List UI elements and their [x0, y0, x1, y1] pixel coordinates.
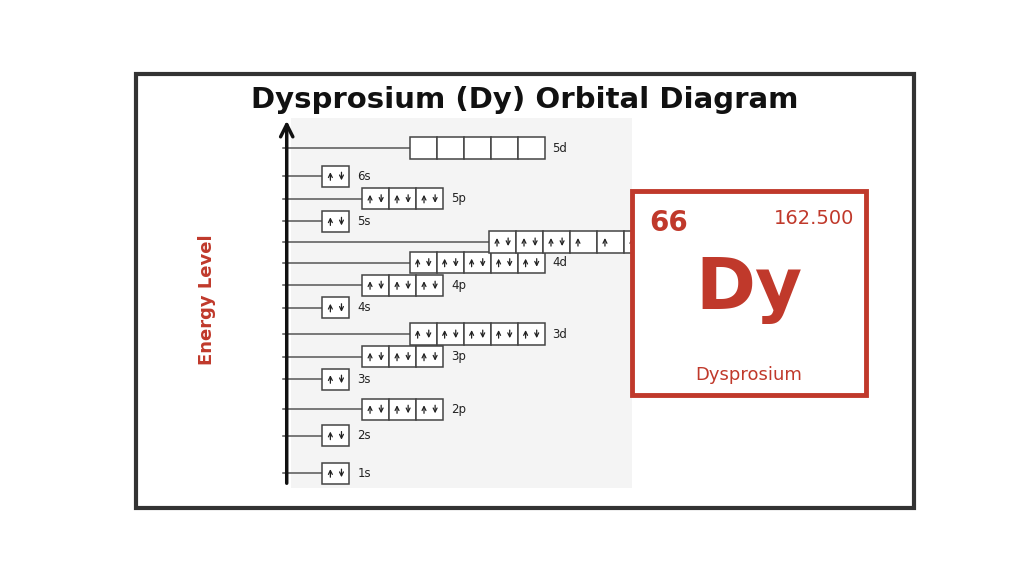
Bar — [518, 138, 545, 159]
Bar — [291, 118, 632, 488]
Bar — [490, 252, 518, 274]
Text: Dysprosium: Dysprosium — [695, 366, 803, 384]
Bar — [516, 232, 543, 253]
Text: 5s: 5s — [357, 215, 371, 228]
Bar — [464, 138, 490, 159]
Bar — [323, 425, 349, 446]
Text: 3p: 3p — [451, 350, 466, 363]
Bar — [624, 232, 651, 253]
Bar — [416, 399, 443, 420]
Text: 2s: 2s — [357, 429, 371, 442]
Bar — [416, 275, 443, 296]
Bar — [410, 252, 436, 274]
Bar — [362, 275, 389, 296]
Text: 4s: 4s — [357, 301, 371, 314]
Text: Energy Level: Energy Level — [199, 234, 216, 365]
Bar — [490, 138, 518, 159]
Bar — [436, 324, 464, 345]
Bar — [389, 346, 416, 367]
Bar — [436, 138, 464, 159]
Bar — [464, 324, 490, 345]
Bar — [389, 399, 416, 420]
Bar — [323, 297, 349, 319]
Bar — [543, 232, 570, 253]
Bar — [416, 346, 443, 367]
Bar — [323, 463, 349, 484]
Bar — [410, 138, 436, 159]
Bar — [490, 324, 518, 345]
Text: 5p: 5p — [451, 192, 466, 205]
Bar — [597, 232, 624, 253]
Bar — [489, 232, 516, 253]
Text: 3d: 3d — [553, 328, 567, 340]
Bar — [410, 324, 436, 345]
Bar — [518, 324, 545, 345]
Bar — [362, 188, 389, 210]
Bar — [323, 211, 349, 232]
Text: 4d: 4d — [553, 256, 567, 269]
Text: 162.500: 162.500 — [774, 209, 854, 228]
Bar — [518, 252, 545, 274]
Text: 66: 66 — [649, 209, 688, 237]
Bar — [651, 232, 678, 253]
Bar — [362, 399, 389, 420]
Text: 1s: 1s — [357, 467, 371, 480]
Text: 3s: 3s — [357, 373, 371, 386]
Bar — [362, 346, 389, 367]
Bar — [632, 191, 866, 395]
Text: 2p: 2p — [451, 403, 466, 416]
Bar — [389, 188, 416, 210]
Bar — [323, 369, 349, 390]
Bar — [464, 252, 490, 274]
Bar — [436, 252, 464, 274]
Text: 6s: 6s — [357, 170, 371, 183]
Bar — [323, 166, 349, 187]
Text: 4p: 4p — [451, 279, 466, 292]
Text: Dysprosium (Dy) Orbital Diagram: Dysprosium (Dy) Orbital Diagram — [251, 86, 799, 114]
Text: Dy: Dy — [695, 255, 803, 324]
Text: 5d: 5d — [553, 142, 567, 154]
Bar — [389, 275, 416, 296]
Bar — [416, 188, 443, 210]
Bar — [570, 232, 597, 253]
Text: 4f: 4f — [686, 236, 697, 248]
